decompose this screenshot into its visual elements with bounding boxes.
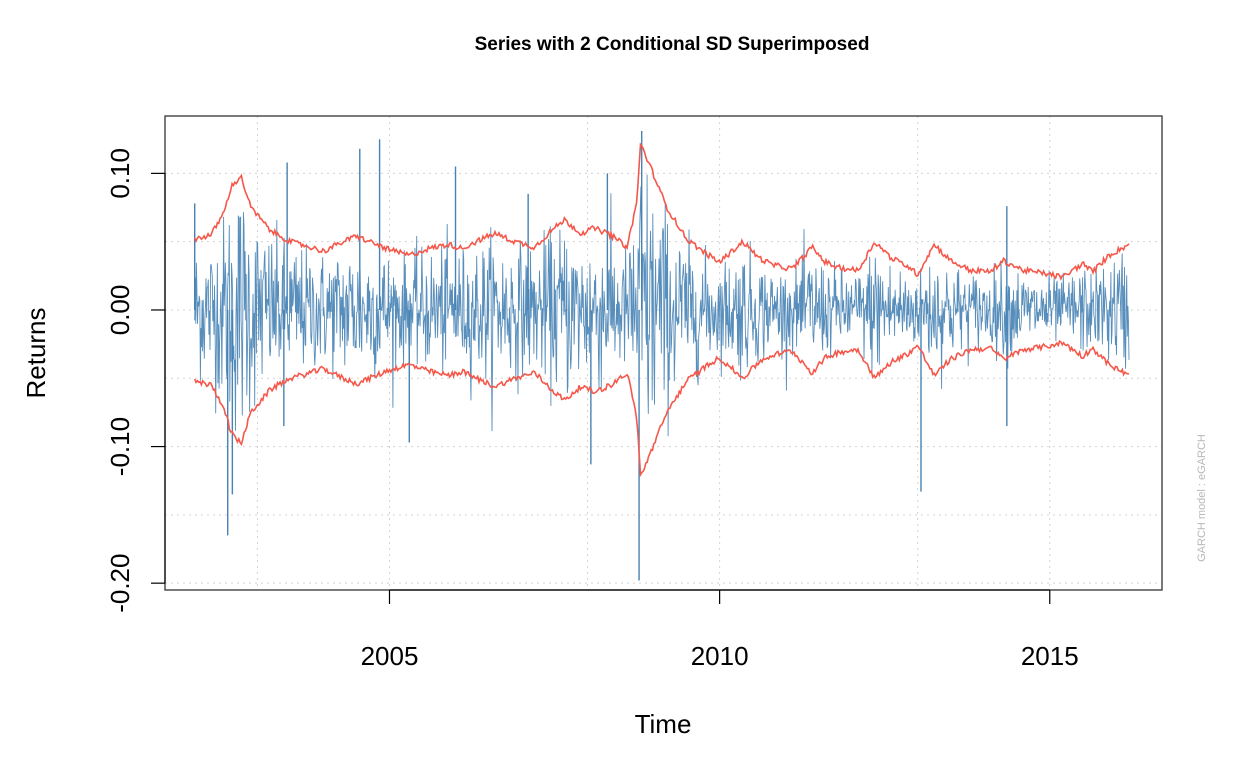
lower-sd-band	[193, 339, 1130, 478]
model-note: GARCH model : eGARCH	[1196, 434, 1208, 562]
y-tick-label-2: 0.00	[105, 285, 135, 336]
y-tick-label-1: -0.10	[105, 417, 135, 476]
returns-line	[194, 174, 1130, 437]
x-axis-label: Time	[635, 709, 692, 739]
y-axis-label: Returns	[21, 307, 51, 398]
x-tick-label-2: 2015	[1021, 641, 1079, 671]
returns-series	[194, 131, 1130, 581]
chart-title: Series with 2 Conditional SD Superimpose…	[475, 34, 870, 55]
x-tick-label-0: 2005	[361, 641, 419, 671]
conditional-sd-bands	[193, 142, 1130, 478]
x-tick-label-1: 2010	[691, 641, 749, 671]
upper-sd-band	[193, 142, 1130, 281]
axes: 2005 2010 2015 -0.20 -0.10 0.00 0.10	[105, 148, 1079, 671]
y-tick-label-0: -0.20	[105, 554, 135, 613]
y-tick-label-3: 0.10	[105, 148, 135, 199]
